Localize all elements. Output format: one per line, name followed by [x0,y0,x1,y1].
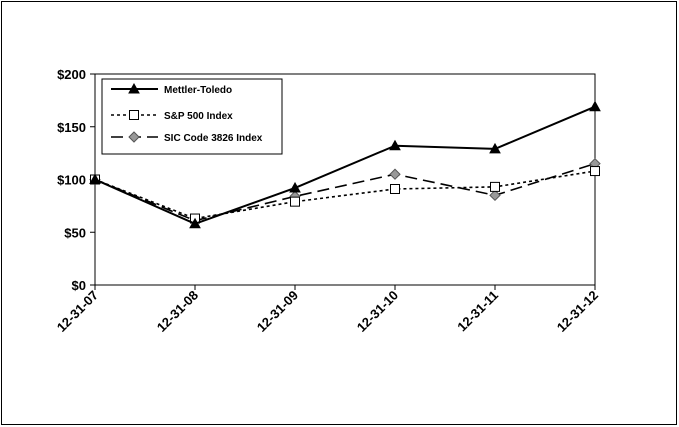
data-point [490,181,500,192]
legend-label: Mettler-Toledo [164,85,232,96]
data-point [389,139,401,151]
series-layer [89,100,601,229]
legend-marker [128,131,140,143]
data-point [590,166,600,177]
data-point [89,173,101,184]
y-tick-label: $150 [57,120,86,135]
series-line [94,105,596,225]
data-point [389,168,401,180]
series-line [94,162,596,222]
data-point [390,183,400,194]
y-tick-label: $0 [72,278,86,293]
legend-label: SIC Code 3826 Index [164,133,263,144]
data-point [290,196,300,207]
series-line [94,170,596,220]
data-point [589,100,601,112]
data-point [189,217,201,229]
data-point [489,142,501,154]
y-tick-label: $100 [57,173,86,188]
y-axis: $0 $50 $100 $150 $200 [57,67,95,293]
legend-marker [129,110,139,120]
data-point [489,189,501,202]
data-point [289,181,301,193]
legend: Mettler-Toledo S&P 500 Index SIC Code 3826… [101,78,283,155]
legend-label: S&P 500 Index [164,111,233,122]
series-0 [89,100,601,229]
y-tick-label: $200 [57,67,86,82]
legend-marker [128,82,140,94]
y-tick-label: $50 [64,225,86,240]
